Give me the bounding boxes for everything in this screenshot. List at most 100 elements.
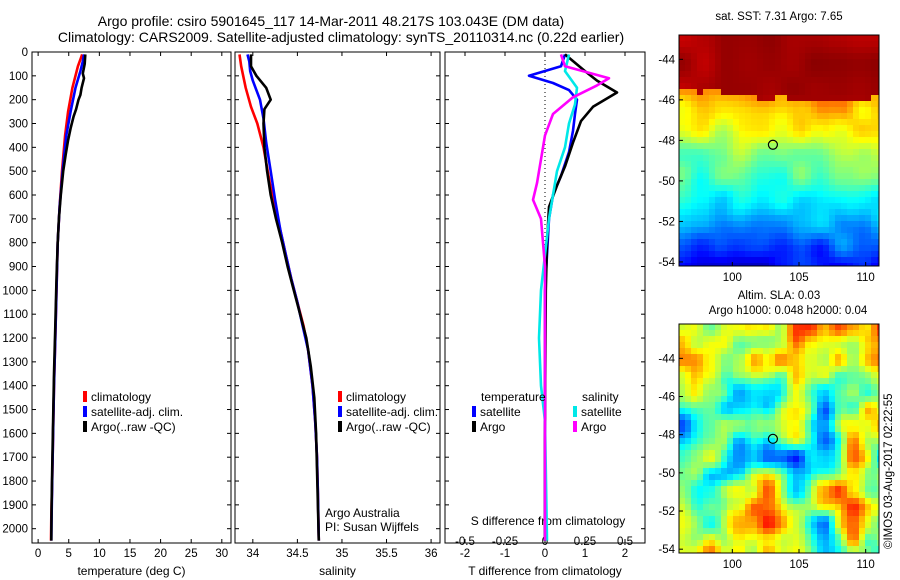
heatmap-cell <box>751 366 757 372</box>
heatmap-cell <box>871 396 877 402</box>
heatmap-cell <box>775 245 781 251</box>
heatmap-cell <box>799 65 805 71</box>
heatmap-cell <box>697 444 703 450</box>
heatmap-cell <box>853 143 859 149</box>
heatmap-cell <box>715 173 721 179</box>
heatmap-cell <box>769 342 775 348</box>
heatmap-cell <box>817 263 823 266</box>
heatmap-cell <box>847 191 853 197</box>
heatmap-cell <box>847 480 853 486</box>
x-tick-label: 35 <box>336 548 349 560</box>
heatmap-cell <box>799 167 805 173</box>
heatmap-cell <box>877 498 879 504</box>
heatmap-cell <box>805 396 811 402</box>
heatmap-cell <box>763 197 769 203</box>
heatmap-cell <box>865 209 871 215</box>
heatmap-cell <box>841 113 847 119</box>
heatmap-cell <box>811 227 817 233</box>
heatmap-cell <box>805 372 811 378</box>
y-tick-label: 1300 <box>2 357 28 369</box>
heatmap-cell <box>865 408 871 414</box>
heatmap-cell <box>745 492 751 498</box>
heatmap-cell <box>841 179 847 185</box>
heatmap-cell <box>751 540 757 546</box>
heatmap-cell <box>829 149 835 155</box>
heatmap-cell <box>811 372 817 378</box>
heatmap-cell <box>877 372 879 378</box>
heatmap-cell <box>781 89 787 95</box>
heatmap-cell <box>793 161 799 167</box>
heatmap-cell <box>847 360 853 366</box>
heatmap-cell <box>853 462 859 468</box>
y-tick-label: 1700 <box>2 452 28 464</box>
legend-label: satellite-adj. clim. <box>346 405 438 419</box>
heatmap-cell <box>751 468 757 474</box>
heatmap-cell <box>853 89 859 95</box>
heatmap-cell <box>763 101 769 107</box>
heatmap-cell <box>853 209 859 215</box>
heatmap-cell <box>769 540 775 546</box>
heatmap-cell <box>769 378 775 384</box>
x-axis-label: temperature (deg C) <box>77 564 185 578</box>
heatmap-cell <box>775 173 781 179</box>
heatmap-cell <box>787 372 793 378</box>
heatmap-cell <box>871 233 877 239</box>
heatmap-cell <box>793 71 799 77</box>
heatmap-cell <box>811 251 817 257</box>
heatmap-cell <box>787 233 793 239</box>
heatmap-cell <box>757 492 763 498</box>
heatmap-cell <box>751 65 757 71</box>
heatmap-cell <box>691 396 697 402</box>
heatmap-cell <box>727 167 733 173</box>
heatmap-cell <box>685 227 691 233</box>
heatmap-cell <box>877 492 879 498</box>
heatmap-cell <box>871 540 877 546</box>
heatmap-cell <box>865 390 871 396</box>
heatmap-cell <box>865 336 871 342</box>
heatmap-cell <box>829 71 835 77</box>
heatmap-cell <box>871 263 877 266</box>
heatmap-cell <box>799 197 805 203</box>
heatmap-cell <box>793 336 799 342</box>
heatmap-cell <box>703 113 709 119</box>
legend-label: climatology <box>346 390 406 404</box>
heatmap-cell <box>835 89 841 95</box>
heatmap-cell <box>799 426 805 432</box>
heatmap-cell <box>703 534 709 540</box>
heatmap-cell <box>811 161 817 167</box>
heatmap-cell <box>727 83 733 89</box>
heatmap-cell <box>733 534 739 540</box>
heatmap-cell <box>841 432 847 438</box>
heatmap-cell <box>865 474 871 480</box>
heatmap-cell <box>877 408 879 414</box>
heatmap-cell <box>727 432 733 438</box>
heatmap-cell <box>787 522 793 528</box>
heatmap-cell <box>847 101 853 107</box>
heatmap-cell <box>751 324 757 330</box>
heatmap-cell <box>877 330 879 336</box>
heatmap-cell <box>757 480 763 486</box>
heatmap-cell <box>781 131 787 137</box>
heatmap-cell <box>775 534 781 540</box>
heatmap-cell <box>829 498 835 504</box>
heatmap-cell <box>763 185 769 191</box>
heatmap-cell <box>739 47 745 53</box>
heatmap-cell <box>841 420 847 426</box>
heatmap-cell <box>811 390 817 396</box>
heatmap-cell <box>847 59 853 65</box>
heatmap-cell <box>763 131 769 137</box>
heatmap-cell <box>847 438 853 444</box>
heatmap-cell <box>763 348 769 354</box>
heatmap-cell <box>685 239 691 245</box>
heatmap-cell <box>703 173 709 179</box>
heatmap-cell <box>817 233 823 239</box>
heatmap-cell <box>733 161 739 167</box>
heatmap-cell <box>763 191 769 197</box>
argo-position-marker <box>767 433 779 444</box>
heatmap-cell <box>799 480 805 486</box>
heatmap-cell <box>769 336 775 342</box>
heatmap-cell <box>709 107 715 113</box>
heatmap-cell <box>775 516 781 522</box>
heatmap-cell <box>859 534 865 540</box>
heatmap-cell <box>727 450 733 456</box>
